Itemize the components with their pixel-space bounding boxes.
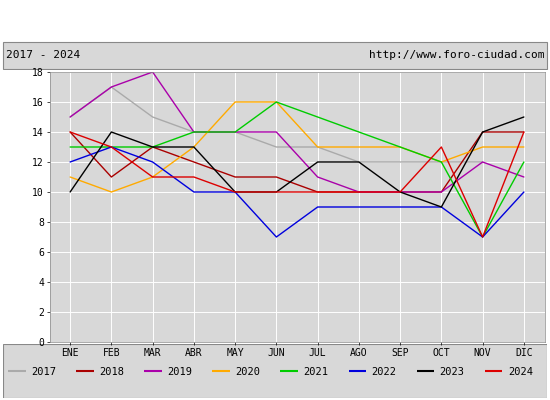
- Text: 2019: 2019: [167, 367, 192, 377]
- Text: 2020: 2020: [235, 367, 261, 377]
- Text: 2021: 2021: [304, 367, 328, 377]
- Text: 2017: 2017: [31, 367, 56, 377]
- Text: 2018: 2018: [100, 367, 124, 377]
- Text: 2017 - 2024: 2017 - 2024: [6, 50, 80, 60]
- Text: 2024: 2024: [508, 367, 533, 377]
- FancyBboxPatch shape: [3, 344, 547, 398]
- FancyBboxPatch shape: [3, 42, 547, 68]
- Text: 2023: 2023: [439, 367, 465, 377]
- Text: 2022: 2022: [372, 367, 397, 377]
- Text: Evolucion del paro registrado en Santiago Millas: Evolucion del paro registrado en Santiag…: [56, 14, 494, 30]
- Text: http://www.foro-ciudad.com: http://www.foro-ciudad.com: [369, 50, 544, 60]
